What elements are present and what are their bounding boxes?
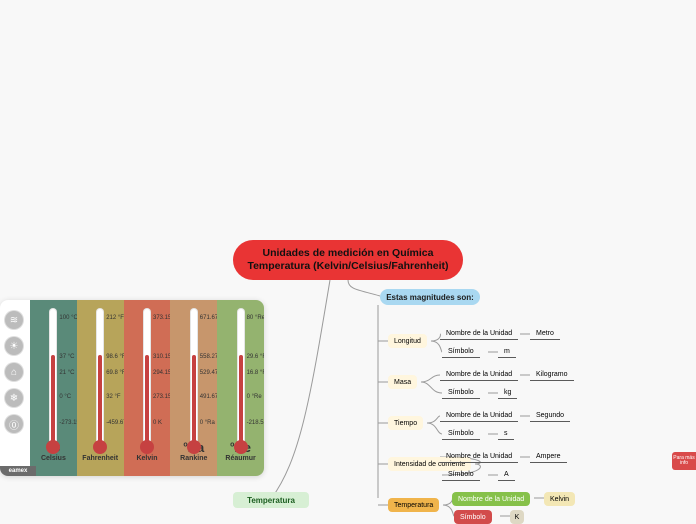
thermo-col-rankine: 671.67 °Ra558.27 °Ra529.47 °Ra491.67 °Ra…	[170, 300, 217, 476]
thermo-tick: 0 °Re	[247, 394, 262, 400]
thermo-col-celsius: 100 °C37 °C21 °C0 °C-273.15 °CoCCelsius	[30, 300, 77, 476]
thermo-tick: 212 °F	[106, 315, 124, 321]
row-masa-nombre-label: Nombre de la Unidad	[440, 369, 518, 381]
row-masa-simbolo-value: kg	[498, 387, 517, 399]
thermo-name-réaumur: Réaumur	[225, 455, 255, 462]
title-line2: Temperatura (Kelvin/Celsius/Fahrenheit)	[247, 260, 448, 273]
thermo-col-kelvin: 373.15 K310.15 K294.15 K273.15 K0 KKKelv…	[124, 300, 171, 476]
thermo-tick: 100 °C	[59, 315, 77, 321]
row-tiempo[interactable]: Tiempo	[388, 416, 423, 430]
thermo-icon-2: ⌂	[4, 362, 24, 382]
row-longitud-simbolo-label: Símbolo	[442, 346, 480, 358]
thermo-tick: 29.6 °Re	[247, 354, 264, 360]
thermo-tick: 21 °C	[59, 370, 74, 376]
thermo-tick: 0 K	[153, 420, 162, 426]
thermo-tick: -218.52 °Re	[247, 420, 264, 426]
thermo-name-rankine: Rankine	[180, 455, 207, 462]
temperatura-node[interactable]: Temperatura	[233, 492, 309, 508]
row-longitud-simbolo-value: m	[498, 346, 516, 358]
thermo-tick: 80 °Re	[247, 315, 264, 321]
row-longitud[interactable]: Longitud	[388, 334, 427, 348]
ad-space	[0, 0, 696, 240]
row-tiempo-simbolo-value: s	[498, 428, 514, 440]
magnitudes-header: Estas magnitudes son:	[380, 289, 480, 305]
row-masa[interactable]: Masa	[388, 375, 417, 389]
row-tiempo-simbolo-label: Símbolo	[442, 428, 480, 440]
thermo-name-fahrenheit: Fahrenheit	[82, 455, 118, 462]
thermo-icon-4: ⓪	[4, 414, 24, 434]
row-temperatura-simbolo-value: K	[510, 510, 524, 524]
row-corriente-simbolo-label: Símbolo	[442, 469, 480, 481]
thermo-tick: 32 °F	[106, 394, 120, 400]
row-longitud-nombre-value: Metro	[530, 328, 560, 340]
row-corriente-nombre-label: Nombre de la Unidad	[440, 451, 518, 463]
row-masa-nombre-value: Kilogramo	[530, 369, 574, 381]
thermo-footer-label: eamex	[0, 466, 36, 476]
thermometer-chart: ≋☀⌂❄⓪ 100 °C37 °C21 °C0 °C-273.15 °CoCCe…	[0, 300, 264, 476]
row-temperatura-simbolo-label: Símbolo	[454, 510, 492, 524]
row-tiempo-nombre-label: Nombre de la Unidad	[440, 410, 518, 422]
row-masa-simbolo-label: Símbolo	[442, 387, 480, 399]
thermo-icon-1: ☀	[4, 336, 24, 356]
title-line1: Unidades de medición en Química	[263, 247, 434, 260]
thermo-tick: 37 °C	[59, 354, 74, 360]
thermo-tick: 0 °Ra	[200, 420, 215, 426]
row-temperatura-nombre-value: Kelvin	[544, 492, 575, 506]
thermo-icon-column: ≋ ☀ ⌂ ❄ ⓪	[0, 310, 28, 434]
row-longitud-nombre-label: Nombre de la Unidad	[440, 328, 518, 340]
info-side-button[interactable]: Para más info	[672, 452, 696, 470]
row-temperatura-nombre-label: Nombre de la Unidad	[452, 492, 530, 506]
thermo-name-celsius: Celsius	[41, 455, 66, 462]
thermo-name-kelvin: Kelvin	[136, 455, 157, 462]
row-corriente-simbolo-value: A	[498, 469, 515, 481]
main-title: Unidades de medición en Química Temperat…	[233, 240, 463, 280]
row-tiempo-nombre-value: Segundo	[530, 410, 570, 422]
thermo-col-fahrenheit: 212 °F98.6 °F69.8 °F32 °F-459.67 °FoFFah…	[77, 300, 124, 476]
thermo-icon-0: ≋	[4, 310, 24, 330]
thermo-columns: 100 °C37 °C21 °C0 °C-273.15 °CoCCelsius2…	[30, 300, 264, 476]
thermo-col-réaumur: 80 °Re29.6 °Re16.8 °Re0 °Re-218.52 °ReoR…	[217, 300, 264, 476]
row-corriente-nombre-value: Ampere	[530, 451, 567, 463]
thermo-tick: 16.8 °Re	[247, 370, 264, 376]
thermo-icon-3: ❄	[4, 388, 24, 408]
thermo-tick: 0 °C	[59, 394, 71, 400]
row-temperatura[interactable]: Temperatura	[388, 498, 439, 512]
